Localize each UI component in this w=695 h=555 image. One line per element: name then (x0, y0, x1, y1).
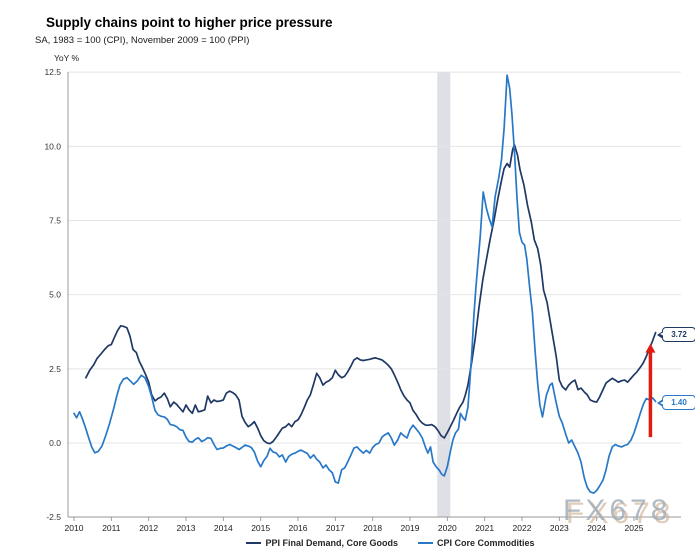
x-tick-label: 2023 (550, 523, 569, 533)
x-tick-label: 2024 (587, 523, 606, 533)
ppi-end-value-callout: 3.72 (657, 326, 695, 342)
ppi-line (85, 143, 657, 445)
x-tick-label: 2017 (326, 523, 345, 533)
x-tick-label: 2018 (363, 523, 382, 533)
legend-item-ppi: PPI Final Demand, Core Goods (246, 538, 398, 548)
x-tick-label: 2019 (401, 523, 420, 533)
x-tick-label: 2022 (513, 523, 532, 533)
x-tick-label: 2025 (625, 523, 644, 533)
x-tick-label: 2010 (65, 523, 84, 533)
x-tick-label: 2013 (177, 523, 196, 533)
chart-subtitle: SA, 1983 = 100 (CPI), November 2009 = 10… (35, 35, 250, 46)
cpi-line (73, 74, 657, 494)
y-tick-label: 7.5 (49, 215, 61, 225)
cpi-line-swatch-icon (418, 541, 433, 545)
ppi-end-value: 3.72 (671, 329, 687, 339)
x-tick-label: 2011 (102, 523, 121, 533)
x-tick-label: 2016 (289, 523, 308, 533)
y-axis-unit-label: YoY % (54, 53, 80, 63)
x-tick-label: 2014 (214, 523, 233, 533)
cpi-end-value-callout: 1.40 (657, 395, 695, 411)
legend-label-ppi: PPI Final Demand, Core Goods (265, 538, 398, 548)
y-tick-label: 12.5 (44, 67, 61, 77)
chart-legend: PPI Final Demand, Core Goods CPI Core Co… (0, 538, 695, 548)
x-tick-label: 2015 (251, 523, 270, 533)
x-tick-label: 2021 (475, 523, 494, 533)
x-tick-label: 2020 (438, 523, 457, 533)
y-tick-label: 10.0 (44, 141, 61, 151)
y-tick-label: -2.5 (46, 512, 61, 522)
y-tick-label: 2.5 (49, 364, 61, 374)
ppi-line-swatch-icon (246, 541, 262, 545)
page-title: Supply chains point to higher price pres… (46, 15, 333, 30)
legend-label-cpi: CPI Core Commodities (437, 538, 535, 548)
red-arrow-head (645, 343, 656, 353)
legend-item-cpi: CPI Core Commodities (418, 538, 535, 548)
y-tick-label: 5.0 (49, 290, 61, 300)
x-tick-label: 2012 (139, 523, 158, 533)
y-tick-label: 0.0 (49, 438, 61, 448)
cpi-end-value: 1.40 (671, 398, 687, 408)
